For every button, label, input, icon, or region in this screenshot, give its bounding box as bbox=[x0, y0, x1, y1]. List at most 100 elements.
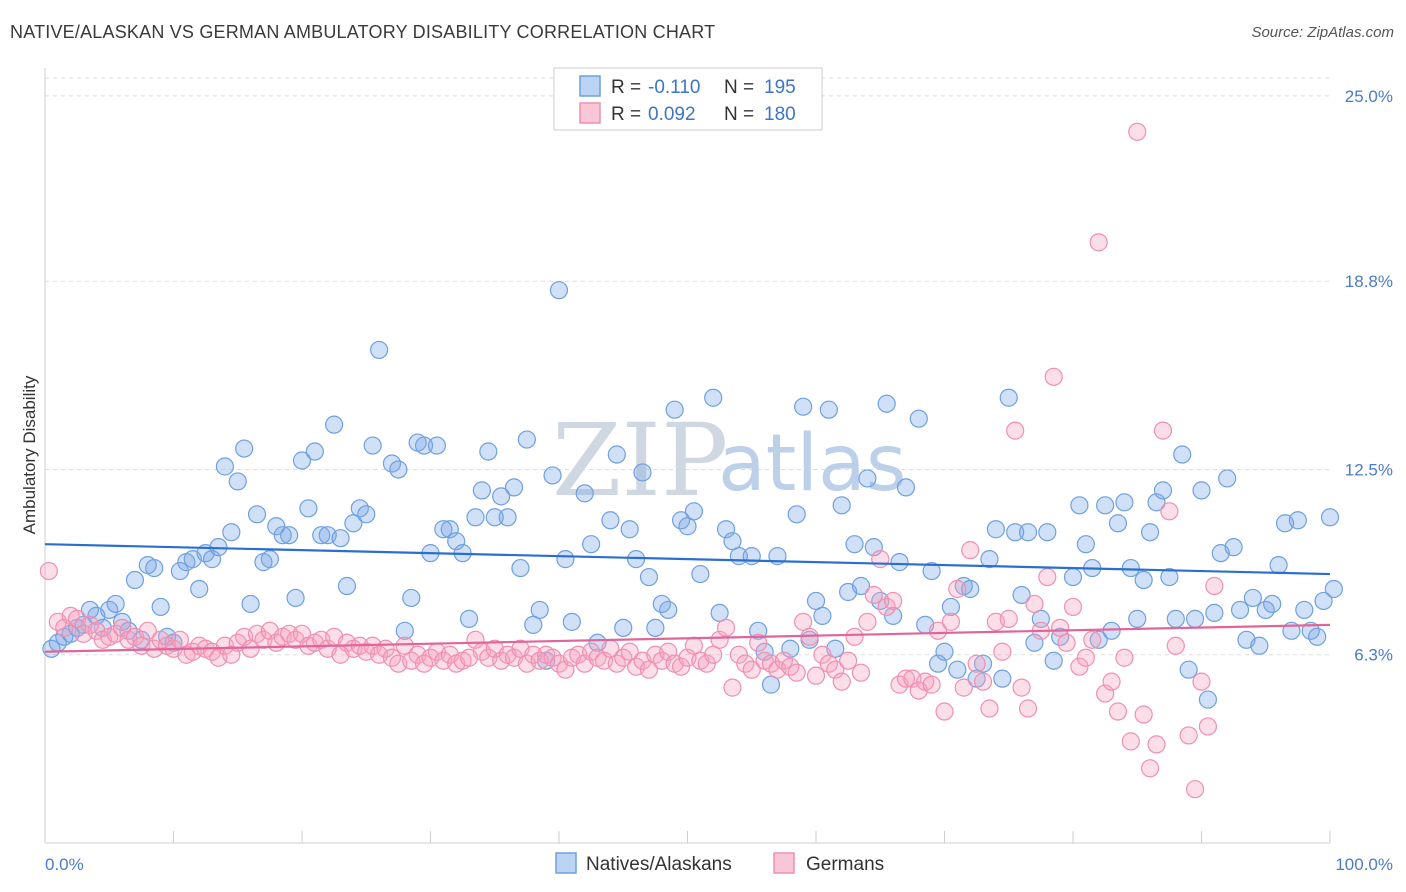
point-germans-169 bbox=[1128, 122, 1147, 141]
point-natives-59 bbox=[427, 436, 447, 455]
point-natives-126 bbox=[890, 553, 909, 572]
point-natives-136 bbox=[961, 579, 980, 599]
point-germans-145 bbox=[973, 672, 993, 691]
point-natives-46 bbox=[337, 576, 357, 596]
chart-source: Source: ZipAtlas.com bbox=[1251, 24, 1394, 41]
point-natives-34 bbox=[260, 550, 279, 569]
point-natives-144 bbox=[1012, 585, 1031, 605]
point-natives-70 bbox=[498, 508, 517, 527]
point-germans-123 bbox=[832, 672, 851, 691]
correlation-legend: R = -0.110 N = 195 R = 0.092 N = 180 bbox=[553, 67, 823, 131]
y-tick-label-0: 6.3% bbox=[1354, 646, 1393, 665]
point-germans-165 bbox=[1102, 672, 1121, 691]
point-natives-17 bbox=[151, 597, 170, 617]
point-natives-13 bbox=[125, 570, 145, 590]
point-natives-40 bbox=[299, 499, 318, 518]
legend-swatch-blue bbox=[579, 75, 601, 97]
point-natives-170 bbox=[1185, 609, 1205, 628]
point-natives-161 bbox=[1128, 609, 1147, 628]
point-germans-177 bbox=[1185, 780, 1205, 799]
point-natives-80 bbox=[562, 612, 581, 631]
point-natives-81 bbox=[575, 484, 594, 503]
point-germans-175 bbox=[1166, 636, 1185, 655]
point-germans-142 bbox=[954, 678, 973, 697]
point-natives-119 bbox=[845, 535, 864, 554]
point-natives-45 bbox=[331, 529, 350, 548]
point-germans-129 bbox=[871, 550, 890, 569]
point-natives-86 bbox=[614, 618, 633, 637]
point-germans-120 bbox=[813, 645, 832, 664]
point-natives-153 bbox=[1076, 535, 1095, 554]
y-axis-label: Ambulatory Disability bbox=[20, 375, 39, 534]
point-natives-31 bbox=[241, 594, 260, 614]
point-germans-160 bbox=[1070, 657, 1089, 676]
point-natives-192 bbox=[1324, 579, 1343, 599]
point-natives-37 bbox=[280, 526, 299, 545]
point-natives-130 bbox=[922, 561, 941, 581]
point-natives-84 bbox=[601, 511, 620, 530]
point-natives-64 bbox=[459, 609, 479, 628]
point-germans-126 bbox=[851, 663, 871, 682]
legend-r-value-1: -0.110 bbox=[648, 77, 700, 98]
point-natives-177 bbox=[1230, 600, 1250, 620]
point-natives-132 bbox=[935, 642, 954, 661]
legend-swatch-pink bbox=[579, 102, 601, 124]
point-germans-143 bbox=[961, 541, 980, 560]
y-tick-label-1: 12.5% bbox=[1345, 460, 1393, 479]
point-natives-127 bbox=[896, 478, 916, 497]
point-natives-85 bbox=[607, 445, 626, 464]
point-natives-187 bbox=[1295, 600, 1314, 620]
point-germans-98 bbox=[671, 657, 691, 676]
point-natives-117 bbox=[832, 496, 851, 515]
point-germans-176 bbox=[1179, 726, 1198, 745]
point-natives-160 bbox=[1121, 558, 1140, 578]
point-natives-32 bbox=[247, 505, 267, 524]
point-germans-144 bbox=[967, 654, 986, 673]
point-natives-36 bbox=[273, 526, 292, 545]
series-legend-swatch-pink bbox=[773, 852, 795, 874]
point-natives-157 bbox=[1102, 621, 1121, 640]
point-germans-109 bbox=[742, 660, 761, 679]
point-germans-158 bbox=[1057, 633, 1076, 652]
point-natives-16 bbox=[145, 558, 164, 578]
point-natives-183 bbox=[1269, 555, 1288, 575]
point-germans-116 bbox=[787, 663, 806, 682]
series-legend: Natives/Alaskans Germans bbox=[555, 852, 884, 875]
point-germans-0 bbox=[39, 561, 58, 581]
point-germans-163 bbox=[1089, 233, 1108, 252]
point-natives-38 bbox=[286, 588, 305, 608]
legend-n-value-2: 180 bbox=[764, 104, 796, 125]
point-natives-65 bbox=[466, 508, 485, 527]
point-natives-69 bbox=[492, 487, 511, 506]
point-germans-162 bbox=[1083, 630, 1102, 649]
point-germans-156 bbox=[1044, 367, 1063, 386]
point-natives-140 bbox=[986, 520, 1006, 539]
point-natives-87 bbox=[620, 520, 639, 539]
point-germans-159 bbox=[1063, 597, 1083, 617]
point-germans-131 bbox=[883, 591, 903, 611]
series-legend-label-natives: Natives/Alaskans bbox=[586, 854, 732, 875]
point-natives-39 bbox=[292, 451, 312, 470]
point-germans-133 bbox=[896, 669, 916, 688]
point-germans-168 bbox=[1121, 732, 1140, 751]
series-legend-label-germans: Germans bbox=[806, 854, 884, 875]
point-natives-53 bbox=[389, 460, 408, 479]
y-tick-labels: 6.3% 12.5% 18.8% 25.0% bbox=[1345, 87, 1393, 665]
point-germans-174 bbox=[1160, 502, 1179, 521]
point-natives-121 bbox=[858, 469, 877, 488]
point-germans-107 bbox=[729, 645, 749, 664]
point-natives-155 bbox=[1089, 630, 1108, 649]
point-germans-102 bbox=[697, 654, 716, 673]
series-natives-alaskans bbox=[42, 281, 1343, 709]
point-natives-182 bbox=[1263, 594, 1282, 614]
point-natives-134 bbox=[948, 660, 967, 679]
chart-title: NATIVE/ALASKAN VS GERMAN AMBULATORY DISA… bbox=[10, 22, 716, 42]
y-tick-label-3: 25.0% bbox=[1345, 87, 1393, 106]
point-germans-138 bbox=[928, 621, 948, 640]
point-natives-60 bbox=[434, 520, 453, 539]
point-germans-153 bbox=[1025, 594, 1044, 614]
trend-line-natives bbox=[44, 543, 1331, 576]
point-germans-170 bbox=[1134, 705, 1153, 724]
point-germans-180 bbox=[1205, 576, 1224, 596]
